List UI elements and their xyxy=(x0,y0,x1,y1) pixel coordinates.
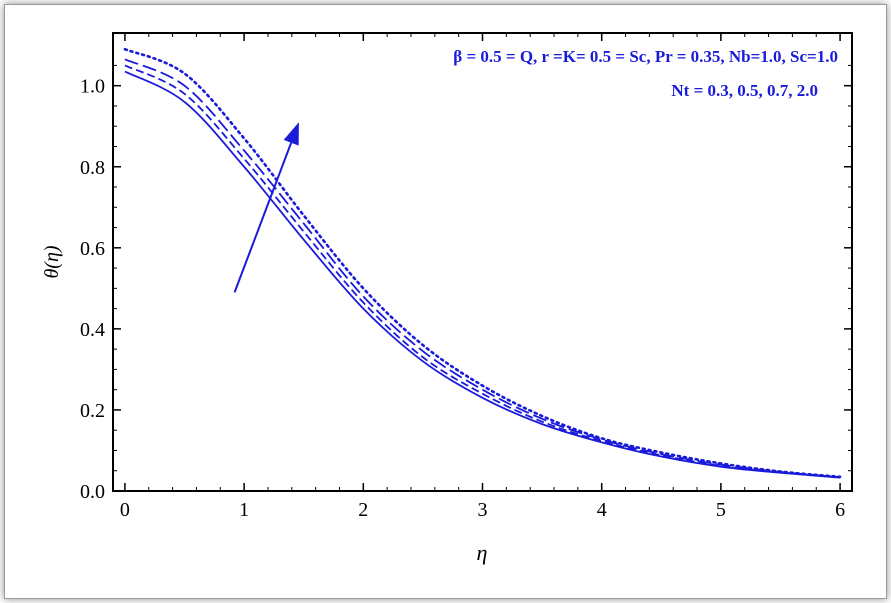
y-tick-label: 0.4 xyxy=(80,319,105,341)
x-tick-label: 1 xyxy=(239,499,249,521)
y-tick-label: 0.2 xyxy=(80,400,105,422)
x-tick-label: 3 xyxy=(478,499,488,521)
curve-nt-0.7 xyxy=(124,58,841,479)
y-tick-label: 0.6 xyxy=(80,238,105,260)
x-tick-label: 6 xyxy=(835,499,845,521)
x-tick-label: 4 xyxy=(597,499,607,521)
x-tick-label: 0 xyxy=(120,499,130,521)
annotation-nt-values: Nt = 0.3, 0.5, 0.7, 2.0 xyxy=(671,81,818,100)
y-axis-label: θ(η) xyxy=(41,245,63,278)
x-tick-label: 2 xyxy=(358,499,368,521)
y-tick-label: 1.0 xyxy=(80,76,105,98)
curve-nt-2 xyxy=(123,47,842,479)
curve-nt-0.5 xyxy=(124,64,841,479)
curve-nt-0.3 xyxy=(124,70,841,479)
y-tick-label: 0.8 xyxy=(80,157,105,179)
annotation-parameters: β = 0.5 = Q, r =K= 0.5 = Sc, Pr = 0.35, … xyxy=(453,47,838,66)
arrow-head-icon xyxy=(283,122,299,146)
x-axis-label: η xyxy=(477,540,488,565)
plot-area xyxy=(112,32,853,492)
arrow-shaft xyxy=(233,142,293,293)
figure-frame xyxy=(4,4,887,599)
y-tick-label: 0.0 xyxy=(80,481,105,503)
x-tick-label: 5 xyxy=(716,499,726,521)
